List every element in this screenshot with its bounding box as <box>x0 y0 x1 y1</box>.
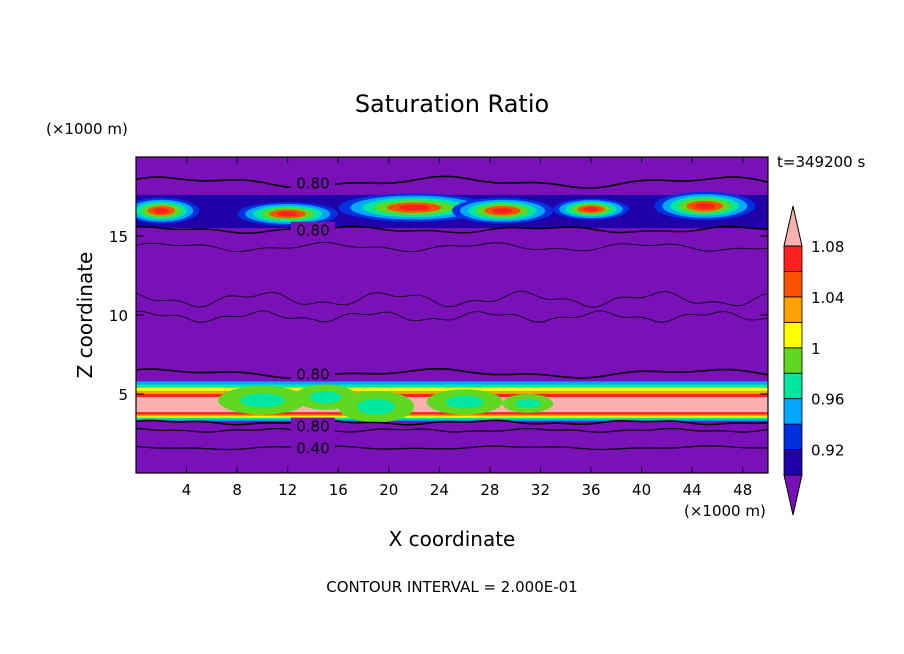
lower-cyan-patch <box>309 390 342 404</box>
contour-line <box>136 290 768 308</box>
x-tick-label: 24 <box>430 481 449 499</box>
heatmap-plot-area <box>136 157 768 473</box>
lower-band <box>136 381 768 423</box>
lower-cyan-patch <box>515 398 541 409</box>
upper-blob <box>492 208 513 214</box>
colorbar-swatch <box>783 449 803 476</box>
lower-cyan-patch <box>240 393 285 408</box>
chart-title: Saturation Ratio <box>355 90 549 118</box>
colorbar-swatch <box>783 347 803 374</box>
x-tick-label: 28 <box>480 481 499 499</box>
colorbar-tick-label: 1 <box>811 340 821 358</box>
colorbar: 0.92 0.96 1 1.04 1.08 <box>783 205 844 516</box>
colorbar-swatch <box>783 423 803 450</box>
contour-lines <box>136 175 768 451</box>
contour-line <box>136 368 768 379</box>
colorbar-swatch <box>783 372 803 400</box>
contour-label: 0.80 <box>296 418 329 436</box>
contour-line <box>136 427 768 433</box>
x-tick-label: 48 <box>733 481 752 499</box>
y-axis-label: Z coordinate <box>73 252 97 379</box>
contour-interval-footer: CONTOUR INTERVAL = 2.000E-01 <box>326 578 577 596</box>
contour-labels: 0.80 0.80 0.80 0.80 0.40 <box>290 174 335 458</box>
x-tick-label: 32 <box>531 481 550 499</box>
time-label: t=349200 s <box>777 153 865 171</box>
upper-blob <box>277 211 298 217</box>
colorbar-tick-label: 1.08 <box>811 238 844 256</box>
colorbar-high-arrow <box>783 205 803 247</box>
colorbar-swatch <box>783 296 803 323</box>
upper-blob <box>694 203 715 209</box>
contour-label: 0.80 <box>296 365 329 383</box>
x-tick-label: 44 <box>683 481 702 499</box>
contour-label: 0.80 <box>296 174 329 192</box>
y-tick-label: 10 <box>109 307 128 325</box>
x-axis-label: X coordinate <box>389 527 516 551</box>
x-tick-label: 4 <box>182 481 192 499</box>
lower-cyan-patch <box>445 395 484 409</box>
x-axis: 4 8 12 16 20 24 28 32 36 40 44 48 <box>182 157 752 499</box>
contour-label-bg <box>290 417 335 434</box>
colorbar-swatch <box>783 271 803 298</box>
colorbar-swatch <box>783 398 803 425</box>
contour-label: 0.80 <box>296 222 329 240</box>
y-axis: 5 10 15 <box>109 228 768 404</box>
x-tick-label: 8 <box>232 481 242 499</box>
x-tick-label: 16 <box>329 481 348 499</box>
contour-line <box>136 175 768 189</box>
contour-label-bg <box>290 439 335 456</box>
colorbar-tick-label: 1.04 <box>811 289 844 307</box>
contour-label: 0.40 <box>296 440 329 458</box>
colorbar-tick-label: 0.96 <box>811 391 844 409</box>
x-unit-label: (×1000 m) <box>684 502 766 520</box>
colorbar-tick-label: 0.92 <box>811 442 844 460</box>
colorbar-low-arrow <box>783 474 803 516</box>
contour-line <box>136 241 768 253</box>
x-tick-label: 36 <box>581 481 600 499</box>
lower-cyan-patch <box>357 398 396 415</box>
colorbar-swatch <box>783 245 803 272</box>
contour-line <box>136 445 768 451</box>
x-tick-label: 12 <box>278 481 297 499</box>
upper-blob <box>398 204 430 211</box>
upper-blob <box>153 208 169 214</box>
upper-band <box>136 191 768 229</box>
y-unit-label: (×1000 m) <box>46 120 128 138</box>
y-tick-label: 5 <box>118 386 128 404</box>
contour-label-bg <box>290 221 335 238</box>
x-tick-label: 20 <box>379 481 398 499</box>
contour-label-bg <box>290 174 335 191</box>
y-tick-label: 15 <box>109 228 128 246</box>
upper-blob <box>583 207 599 212</box>
x-tick-label: 40 <box>632 481 651 499</box>
contour-line <box>136 419 768 426</box>
contour-line <box>136 310 768 323</box>
contour-label-bg <box>290 365 335 382</box>
contour-line <box>136 225 768 234</box>
colorbar-swatch <box>783 321 803 349</box>
